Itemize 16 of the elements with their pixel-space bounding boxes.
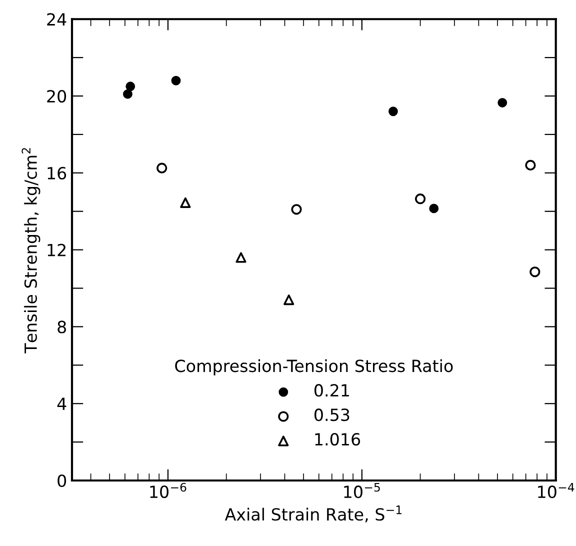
x-tick-label: 10$^{−6}$ <box>150 482 186 498</box>
y-tick-label: 20 <box>47 90 66 103</box>
y-axis-title: Tensile Strength, kg/cm$^{2}$ <box>22 148 40 354</box>
legend-title: Compression-Tension Stress Ratio <box>175 359 453 376</box>
x-tick-label: 10$^{−5}$ <box>344 483 380 498</box>
y-tick-label: 16 <box>48 166 66 180</box>
x-axis-title: Axial Strain Rate, S$^{−1}$ <box>224 506 402 522</box>
y-tick-label: 4 <box>57 398 66 410</box>
legend-label: 1.016 <box>315 432 360 446</box>
y-tick-label: 24 <box>47 13 66 26</box>
legend-label: 0.21 <box>314 384 349 397</box>
y-tick-label: 12 <box>48 244 66 256</box>
x-tick-label: 10$^{−4}$ <box>538 483 574 498</box>
legend-label: 0.53 <box>314 408 350 422</box>
y-tick-label: 0 <box>58 474 66 488</box>
y-tick-label: 8 <box>58 320 66 334</box>
